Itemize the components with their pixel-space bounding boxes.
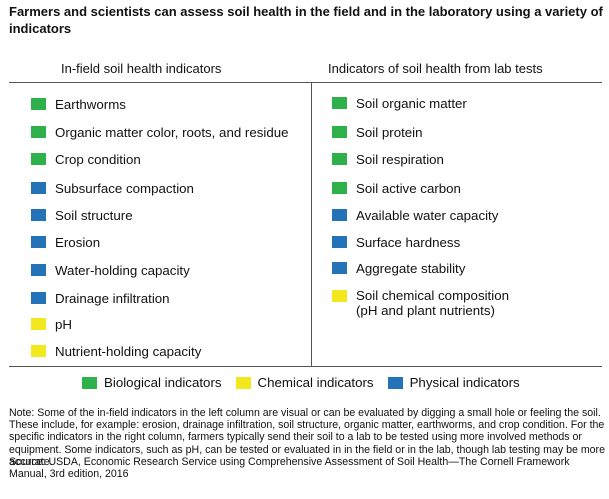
indicator-label: Organic matter color, roots, and residue [55, 124, 289, 140]
right-indicator-item: Soil chemical composition (pH and plant … [332, 288, 509, 318]
indicator-label: Erosion [55, 234, 101, 250]
indicator-label: pH [55, 316, 72, 332]
physical-swatch [31, 292, 46, 304]
column-divider [311, 82, 312, 366]
left-indicator-item: Organic matter color, roots, and residue [31, 124, 289, 140]
note-text: Note: Some of the in-field indicators in… [9, 407, 605, 468]
physical-swatch [31, 264, 46, 276]
source-text: Source: USDA, Economic Research Service … [9, 456, 570, 481]
physical-swatch [332, 209, 347, 221]
chemical-swatch [332, 290, 347, 302]
left-indicator-item: Subsurface compaction [31, 180, 194, 196]
right-indicator-item: Available water capacity [332, 207, 498, 223]
chemical-swatch [31, 318, 46, 330]
left-indicator-item: Drainage infiltration [31, 290, 170, 306]
column-header-in-field: In-field soil health indicators [61, 61, 222, 76]
indicator-label: Subsurface compaction [55, 180, 194, 196]
indicator-label: Soil protein [356, 124, 423, 140]
legend-label-physical: Physical indicators [409, 375, 520, 390]
indicator-label: Soil structure [55, 207, 133, 223]
biological-swatch [332, 126, 347, 138]
left-indicator-item: Soil structure [31, 207, 133, 223]
biological-swatch [31, 98, 46, 110]
right-indicator-item: Surface hardness [332, 234, 460, 250]
legend-label-chemical: Chemical indicators [257, 375, 374, 390]
right-indicator-item: Soil respiration [332, 151, 444, 167]
indicator-label: Soil chemical composition (pH and plant … [356, 288, 509, 318]
legend-swatch-chemical [235, 376, 251, 389]
column-header-lab-tests: Indicators of soil health from lab tests [328, 61, 543, 76]
left-indicator-item: pH [31, 316, 72, 332]
indicator-label: Soil active carbon [356, 180, 461, 196]
legend-swatch-physical [387, 376, 403, 389]
physical-swatch [31, 236, 46, 248]
indicator-label: Earthworms [55, 96, 126, 112]
indicator-label: Soil organic matter [356, 95, 467, 111]
physical-swatch [332, 262, 347, 274]
right-indicator-item: Soil active carbon [332, 180, 461, 196]
indicator-label: Aggregate stability [356, 260, 466, 276]
left-indicator-item: Crop condition [31, 151, 141, 167]
indicator-label: Crop condition [55, 151, 141, 167]
legend-entry-biological: Biological indicators [82, 375, 222, 390]
legend-entry-chemical: Chemical indicators [235, 375, 374, 390]
left-indicator-item: Water-holding capacity [31, 262, 190, 278]
indicator-label: Nutrient-holding capacity [55, 343, 202, 359]
legend-entry-physical: Physical indicators [387, 375, 520, 390]
physical-swatch [332, 236, 347, 248]
physical-swatch [31, 182, 46, 194]
indicator-label: Available water capacity [356, 207, 499, 223]
right-indicator-item: Soil protein [332, 124, 423, 140]
right-indicator-item: Soil organic matter [332, 95, 467, 111]
right-indicator-item: Aggregate stability [332, 260, 465, 276]
indicator-label: Surface hardness [356, 234, 461, 250]
biological-swatch [332, 182, 347, 194]
left-indicator-item: Nutrient-holding capacity [31, 343, 201, 359]
table-top-rule [9, 82, 602, 83]
biological-swatch [31, 153, 46, 165]
indicator-label: Drainage infiltration [55, 290, 170, 306]
indicator-label: Soil respiration [356, 151, 444, 167]
chemical-swatch [31, 345, 46, 357]
legend-label-biological: Biological indicators [104, 375, 222, 390]
table-bottom-rule [9, 366, 602, 367]
biological-swatch [31, 126, 46, 138]
indicator-label: Water-holding capacity [55, 262, 190, 278]
biological-swatch [332, 153, 347, 165]
left-indicator-item: Earthworms [31, 96, 126, 112]
left-indicator-item: Erosion [31, 234, 100, 250]
physical-swatch [31, 209, 46, 221]
legend: Biological indicators Chemical indicator… [82, 375, 534, 390]
legend-swatch-biological [82, 376, 97, 389]
biological-swatch [332, 97, 347, 109]
chart-title: Farmers and scientists can assess soil h… [9, 4, 603, 36]
